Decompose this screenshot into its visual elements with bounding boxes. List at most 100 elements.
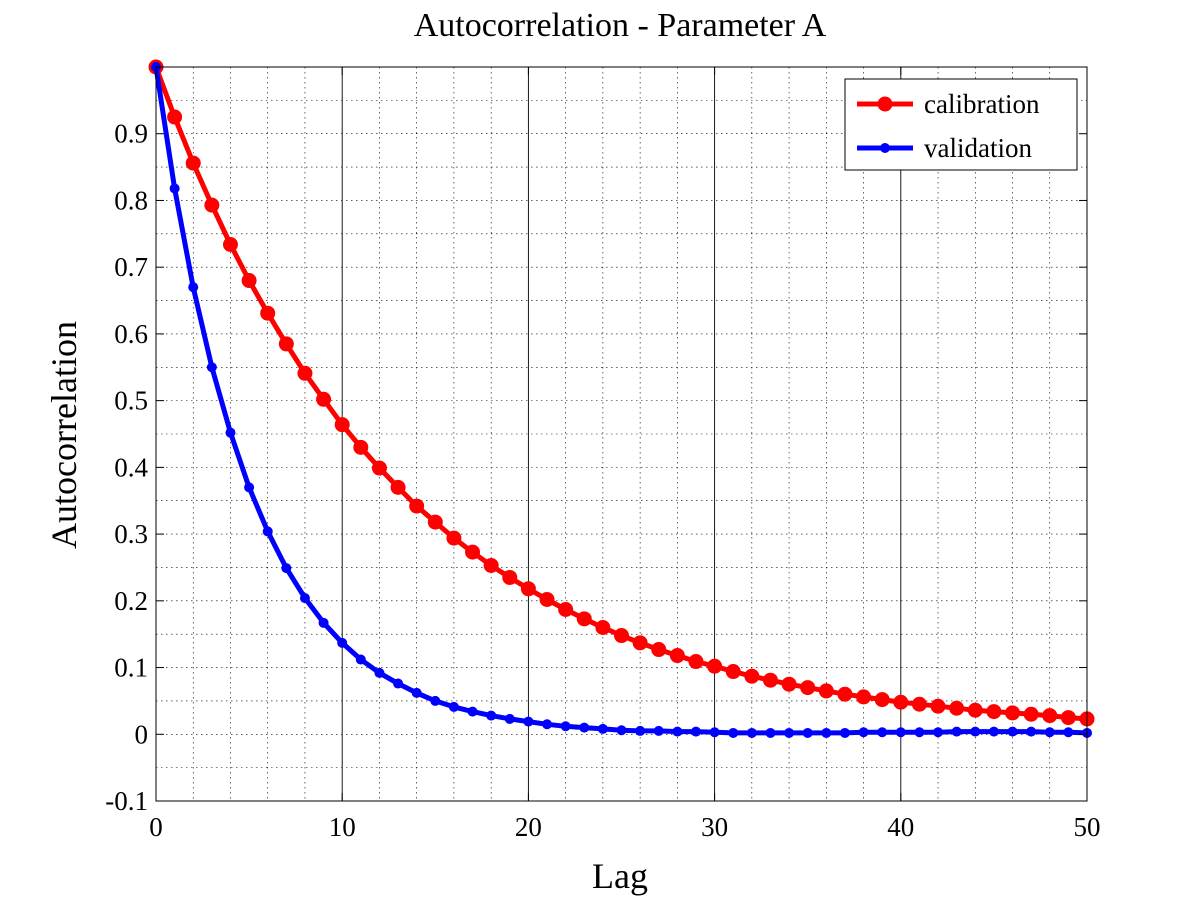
data-point-validation	[1044, 727, 1055, 738]
data-point-validation	[690, 726, 701, 737]
data-point-validation	[169, 183, 180, 194]
data-point-calibration	[502, 569, 518, 585]
data-point-calibration	[297, 365, 313, 381]
data-point-calibration	[911, 696, 927, 712]
data-point-calibration	[539, 591, 555, 607]
data-point-calibration	[744, 668, 760, 684]
data-point-validation	[467, 706, 478, 717]
data-point-calibration	[409, 498, 425, 514]
data-point-calibration	[986, 704, 1002, 720]
data-point-validation	[709, 727, 720, 738]
data-point-calibration	[651, 642, 667, 658]
data-point-validation	[858, 727, 869, 738]
data-point-validation	[802, 727, 813, 738]
data-point-calibration	[576, 611, 592, 627]
x-tick-label: 50	[1074, 812, 1101, 842]
data-point-validation	[970, 726, 981, 737]
data-point-calibration	[483, 557, 499, 573]
data-point-calibration	[204, 197, 220, 213]
data-point-validation	[839, 727, 850, 738]
data-point-validation	[542, 719, 553, 730]
data-point-calibration	[353, 439, 369, 455]
data-point-validation	[244, 482, 255, 493]
data-point-calibration	[614, 628, 629, 644]
data-point-calibration	[818, 683, 834, 699]
data-point-validation	[393, 678, 404, 689]
y-tick-label: 0.5	[114, 386, 148, 416]
data-point-calibration	[1042, 708, 1058, 724]
data-point-calibration	[1023, 706, 1039, 722]
y-axis-label: Autocorrelation	[44, 321, 84, 549]
data-point-calibration	[837, 686, 853, 702]
data-point-calibration	[446, 530, 462, 546]
x-tick-label: 20	[515, 812, 542, 842]
series-calibration	[148, 59, 1095, 727]
data-point-validation	[895, 727, 906, 738]
data-point-validation	[1063, 727, 1074, 738]
data-point-calibration	[167, 109, 183, 125]
data-point-validation	[1026, 726, 1037, 737]
ticks: 0 10 20 30 40 50-0.100.10.20.30.40.50.60.70.8…	[105, 67, 1101, 842]
legend-label-validation: validation	[924, 133, 1032, 163]
series-validation	[151, 62, 1092, 738]
y-tick-label: 0.9	[114, 119, 148, 149]
data-point-validation	[1007, 726, 1018, 737]
y-tick-label: 0.2	[114, 586, 148, 616]
data-point-validation	[430, 695, 441, 706]
data-point-calibration	[1060, 710, 1076, 726]
x-tick-label: 10	[329, 812, 356, 842]
data-point-calibration	[669, 648, 685, 664]
data-point-validation	[597, 723, 608, 734]
data-point-validation	[355, 654, 366, 665]
data-point-calibration	[185, 155, 201, 171]
y-tick-label: 0	[135, 719, 149, 749]
data-point-calibration	[427, 514, 443, 530]
x-tick-label: 30	[701, 812, 728, 842]
data-point-validation	[877, 727, 888, 738]
data-point-validation	[746, 727, 757, 738]
data-point-calibration	[949, 700, 965, 716]
x-axis-label: Lag	[592, 856, 648, 896]
legend-marker-calibration	[877, 96, 893, 112]
data-point-validation	[448, 701, 459, 712]
data-point-calibration	[316, 391, 332, 407]
legend-marker-validation	[880, 143, 890, 153]
y-tick-label: 0.3	[114, 519, 148, 549]
data-point-calibration	[241, 273, 257, 289]
data-point-calibration	[632, 635, 648, 651]
x-tick-label: 0	[149, 812, 163, 842]
data-point-validation	[653, 725, 664, 736]
data-point-calibration	[707, 658, 723, 674]
data-point-validation	[933, 727, 944, 738]
data-point-validation	[318, 617, 329, 628]
data-point-calibration	[688, 654, 704, 670]
data-point-validation	[616, 725, 627, 736]
data-point-validation	[281, 563, 292, 574]
y-tick-label: -0.1	[105, 786, 148, 816]
data-point-calibration	[874, 692, 890, 708]
data-point-calibration	[558, 601, 574, 617]
data-point-validation	[523, 716, 534, 727]
axes-box	[155, 66, 1088, 802]
y-tick-label: 0.4	[114, 452, 148, 482]
data-point-validation	[337, 637, 348, 648]
data-point-validation	[784, 727, 795, 738]
data-point-validation	[262, 526, 273, 537]
data-point-calibration	[278, 336, 294, 352]
data-point-validation	[225, 427, 236, 438]
data-point-calibration	[334, 417, 350, 433]
data-point-validation	[821, 727, 832, 738]
data-point-validation	[728, 727, 739, 738]
data-point-calibration	[967, 702, 983, 718]
data-point-calibration	[520, 581, 536, 597]
data-point-validation	[579, 722, 590, 733]
x-tick-label: 40	[887, 812, 914, 842]
data-point-calibration	[260, 305, 276, 321]
data-point-calibration	[800, 680, 816, 696]
data-point-validation	[299, 593, 310, 604]
data-point-validation	[951, 726, 962, 737]
data-point-validation	[988, 726, 999, 737]
data-point-validation	[914, 727, 925, 738]
data-point-calibration	[222, 236, 238, 252]
